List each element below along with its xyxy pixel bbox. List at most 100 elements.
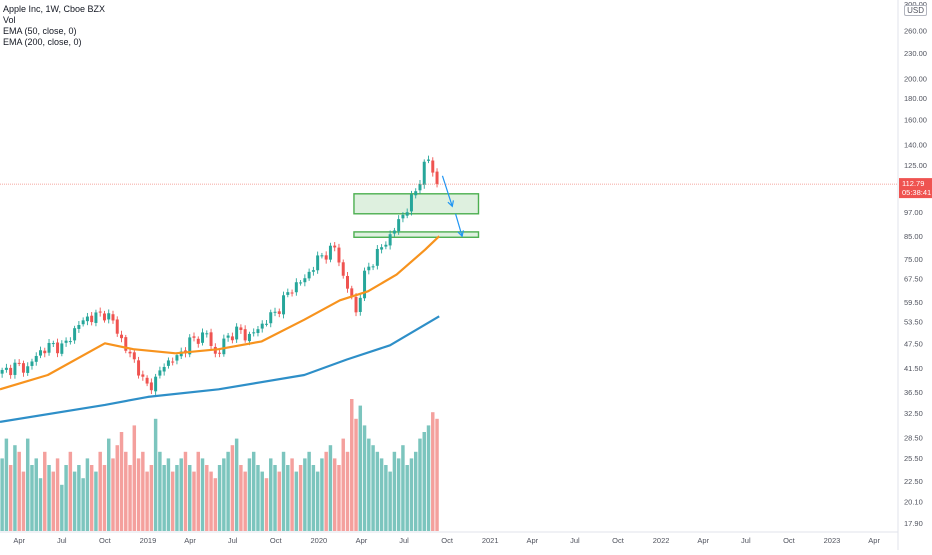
- candle-body: [286, 292, 290, 295]
- volume-bar: [324, 451, 328, 531]
- candle-body: [162, 366, 166, 372]
- volume-bar: [60, 484, 64, 531]
- candle-body: [21, 363, 25, 373]
- y-tick-label: 230.00: [904, 49, 927, 58]
- candle-body: [158, 370, 162, 376]
- y-tick-label: 180.00: [904, 94, 927, 103]
- candle-body: [256, 329, 260, 334]
- candle-body: [4, 367, 8, 370]
- candle-body: [243, 329, 247, 341]
- volume-bar: [243, 471, 247, 531]
- volume-bar: [55, 458, 60, 531]
- volume-bar: [132, 425, 137, 531]
- volume-bar: [409, 458, 414, 531]
- candle-body: [363, 270, 367, 299]
- x-tick-label: 2019: [140, 536, 157, 545]
- volume-bar: [269, 458, 273, 531]
- candle-body: [247, 333, 251, 342]
- candle-body: [68, 341, 72, 343]
- volume-bar: [89, 465, 94, 531]
- volume-bar: [64, 465, 68, 531]
- candle-body: [34, 355, 38, 362]
- y-tick-label: 300.00: [904, 0, 927, 9]
- candle-body: [371, 266, 375, 268]
- candle-body: [51, 343, 55, 345]
- candle-body: [337, 247, 341, 263]
- candle-body: [354, 296, 358, 313]
- x-tick-label: Jul: [570, 536, 580, 545]
- volume-bar: [205, 465, 209, 531]
- volume-bar: [290, 458, 294, 531]
- candle-body: [290, 292, 294, 294]
- candle-body: [201, 332, 205, 343]
- candle-body: [282, 295, 286, 315]
- candle-body: [26, 366, 30, 373]
- candle-body: [431, 160, 435, 173]
- volume-bar: [273, 465, 277, 531]
- candle-body: [60, 343, 64, 354]
- candle-body: [171, 361, 175, 363]
- candle-body: [196, 338, 200, 344]
- candle-body: [311, 270, 315, 272]
- y-tick-label: 22.50: [904, 477, 923, 486]
- volume-bar: [106, 438, 111, 531]
- volume-bar: [47, 465, 51, 531]
- candle-body: [367, 266, 371, 271]
- candle-body: [350, 288, 354, 297]
- x-tick-label: Oct: [99, 536, 112, 545]
- candle-body: [111, 314, 115, 321]
- candle-body: [124, 337, 128, 351]
- candle-body: [328, 245, 332, 260]
- candle-body: [17, 362, 21, 364]
- x-tick-label: Apr: [356, 536, 368, 545]
- volume-bars: [0, 399, 439, 531]
- y-tick-label: 20.10: [904, 498, 923, 507]
- y-tick-label: 28.50: [904, 433, 923, 442]
- countdown-text: 05:38:41: [902, 188, 931, 197]
- candle-body: [154, 376, 158, 392]
- y-tick-label: 67.50: [904, 275, 923, 284]
- candle-body: [98, 311, 102, 313]
- volume-bar: [371, 445, 375, 531]
- volume-bar: [320, 458, 324, 531]
- candle-body: [39, 350, 42, 356]
- volume-bar: [153, 418, 158, 531]
- volume-bar: [166, 458, 171, 531]
- candle-body: [81, 320, 85, 325]
- volume-bar: [345, 451, 350, 531]
- y-tick-label: 260.00: [904, 26, 927, 35]
- volume-bar: [124, 451, 128, 531]
- volume-bar: [111, 458, 115, 531]
- volume-bar: [239, 465, 243, 531]
- candle-body: [409, 194, 413, 212]
- candle-body: [128, 351, 132, 354]
- volume-bar: [260, 471, 264, 531]
- volume-bar: [94, 471, 98, 531]
- candle-body: [294, 282, 298, 293]
- volume-bar: [294, 471, 299, 531]
- volume-bar: [413, 451, 418, 531]
- volume-bar: [431, 412, 435, 531]
- volume-bar: [277, 471, 282, 531]
- x-tick-label: Jul: [399, 536, 409, 545]
- candle-body: [427, 159, 431, 161]
- candle-body: [218, 352, 222, 354]
- candle-body: [77, 325, 81, 329]
- volume-bar: [435, 418, 439, 531]
- candle-body: [120, 334, 124, 339]
- x-tick-label: Jul: [57, 536, 67, 545]
- currency-badge[interactable]: USD: [904, 5, 927, 16]
- volume-bar: [0, 458, 4, 531]
- y-tick-label: 36.50: [904, 388, 923, 397]
- legend-title: Apple Inc, 1W, Cboe BZX: [3, 4, 106, 14]
- volume-bar: [183, 451, 188, 531]
- volume-bar: [226, 451, 230, 531]
- candle-body: [401, 214, 405, 219]
- volume-bar: [196, 451, 200, 531]
- candle-body: [209, 332, 213, 346]
- volume-bar: [141, 451, 145, 531]
- volume-bar: [418, 438, 422, 531]
- volume-bar: [119, 432, 124, 531]
